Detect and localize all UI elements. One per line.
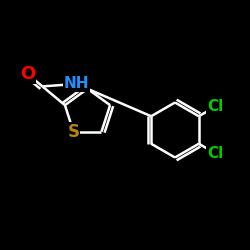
Text: Cl: Cl [207,99,223,114]
Text: Cl: Cl [207,146,223,161]
Text: S: S [68,123,80,141]
Text: NH: NH [64,76,89,92]
Text: O: O [20,65,35,83]
